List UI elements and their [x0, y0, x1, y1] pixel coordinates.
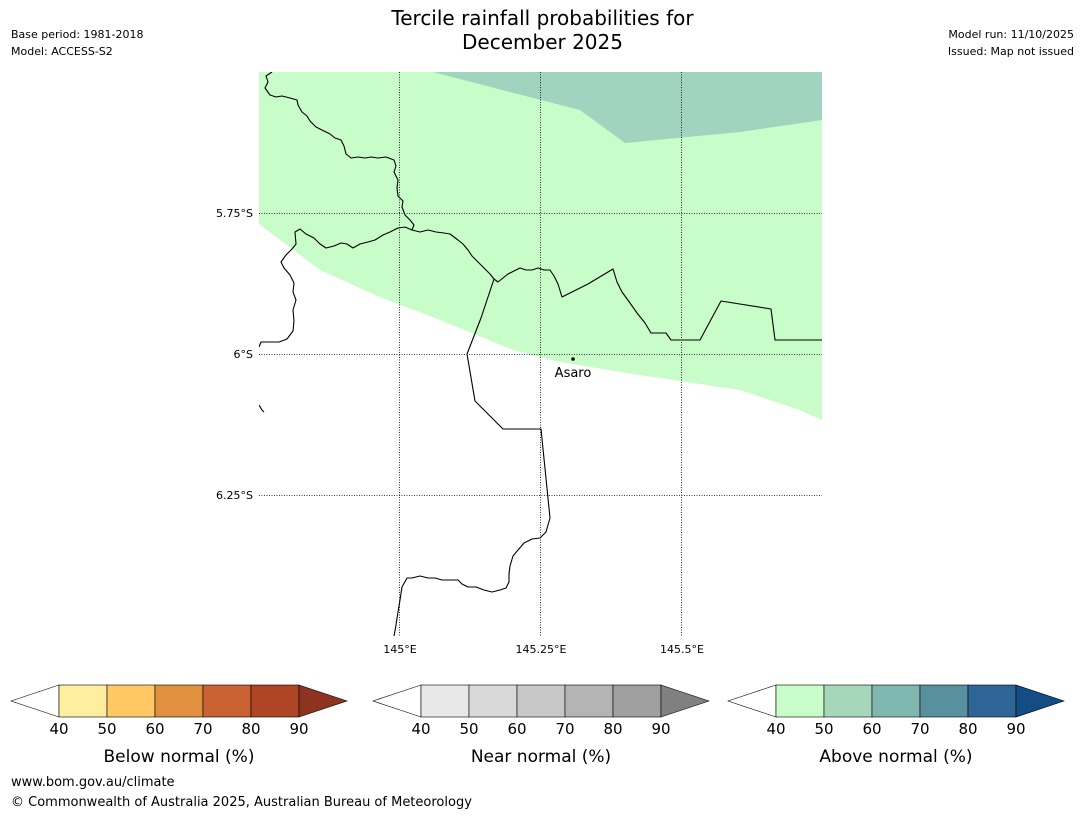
border-southwest [393, 278, 551, 636]
colorbar-segment [154, 684, 204, 718]
colorbar-tick-label: 50 [814, 720, 833, 738]
longitude-labels: 145°E 145.25°E 145.5°E [383, 643, 704, 656]
colorbar-tick-label: 70 [910, 720, 929, 738]
base-period-text: Base period: 1981-2018 [11, 28, 144, 41]
place-marker-asaro [571, 357, 575, 361]
colorbar-tick-label: 70 [193, 720, 212, 738]
page-title: Tercile rainfall probabilities for Decem… [0, 6, 1085, 54]
colorbar-tick-label: 80 [241, 720, 260, 738]
colorbar-low-arrow [10, 684, 60, 718]
colorbar-segment [420, 684, 470, 718]
colorbar-tick-label: 80 [958, 720, 977, 738]
colorbar-tick-label: 40 [411, 720, 430, 738]
colorbar-tick-label: 50 [459, 720, 478, 738]
colorbar-tick-label: 80 [603, 720, 622, 738]
colorbar-near-normal: 40 50 60 70 80 90 Near normal (%) [372, 684, 710, 767]
asaro-label: Asaro [555, 366, 592, 381]
colorbar-tick-label: 90 [289, 720, 308, 738]
colorbar-low-arrow [727, 684, 777, 718]
colorbar-segment [612, 684, 662, 718]
lat-label-5-75: 5.75°S [216, 207, 253, 220]
colorbar-segment [564, 684, 614, 718]
issued-text: Issued: Map not issued [947, 45, 1074, 58]
border-fragment [259, 404, 265, 413]
colorbar-segment [775, 684, 825, 718]
map-frame [259, 72, 822, 636]
gridlines [259, 72, 822, 636]
colorbar-tick-label: 90 [1006, 720, 1025, 738]
colorbar-tick-label: 70 [555, 720, 574, 738]
colorbar-segment [468, 684, 518, 718]
map-canvas: Asaro 5.75°S 6°S 6.25°S 145°E 145.25°E 1… [10, 72, 1065, 767]
lon-label-145: 145°E [383, 643, 416, 656]
colorbar-label: Below normal (%) [104, 747, 255, 767]
border-north [264, 72, 415, 231]
colorbar-segment [919, 684, 969, 718]
colorbar-tick-label: 60 [145, 720, 164, 738]
colorbar-below-normal: 40 50 60 70 80 90 Below normal (%) [10, 684, 348, 767]
lon-label-145-25: 145.25°E [516, 643, 567, 656]
colorbar-segment [516, 684, 566, 718]
colorbar-tick-label: 60 [507, 720, 526, 738]
asaro-point [571, 357, 575, 361]
meta-left: Base period: 1981-2018 Model: ACCESS-S2 [11, 26, 143, 60]
title-line-1: Tercile rainfall probabilities for [391, 6, 694, 30]
colorbar-high-arrow [1015, 684, 1065, 718]
colorbar-tick-label: 40 [766, 720, 785, 738]
colorbar-label: Above normal (%) [819, 747, 972, 767]
border-central [259, 226, 822, 348]
above-normal-50-60-region [433, 72, 822, 143]
colorbar-tick-label: 40 [49, 720, 68, 738]
colorbar-segment [106, 684, 156, 718]
lat-label-6-25: 6.25°S [216, 489, 253, 502]
colorbar-above-normal: 40 50 60 70 80 90 Above normal (%) [727, 684, 1065, 767]
footer-copyright: © Commonwealth of Australia 2025, Austra… [11, 795, 472, 810]
colorbar-low-arrow [372, 684, 422, 718]
model-text: Model: ACCESS-S2 [11, 45, 113, 58]
colorbar-label: Near normal (%) [471, 747, 611, 767]
model-run-text: Model run: 11/10/2025 [948, 28, 1074, 41]
footer-url: www.bom.gov.au/climate [11, 775, 175, 790]
lon-label-145-5: 145.5°E [660, 643, 704, 656]
colorbar-tick-label: 90 [651, 720, 670, 738]
title-line-2: December 2025 [462, 30, 623, 54]
colorbars: 40 50 60 70 80 90 Below normal (%) 40 50 60 70 80 9… [10, 684, 1065, 767]
colorbar-segment [823, 684, 873, 718]
colorbar-segment [967, 684, 1017, 718]
colorbar-segment [871, 684, 921, 718]
meta-right: Model run: 11/10/2025 Issued: Map not is… [948, 26, 1074, 60]
colorbar-tick-label: 50 [97, 720, 116, 738]
colorbar-segment [58, 684, 108, 718]
province-borders [259, 72, 822, 636]
lat-label-6: 6°S [234, 348, 253, 361]
colorbar-high-arrow [660, 684, 710, 718]
colorbar-tick-label: 60 [862, 720, 881, 738]
colorbar-segment [250, 684, 300, 718]
colorbar-segment [202, 684, 252, 718]
latitude-labels: 5.75°S 6°S 6.25°S [216, 207, 253, 502]
above-normal-40-50-region [259, 72, 822, 420]
colorbar-high-arrow [298, 684, 348, 718]
